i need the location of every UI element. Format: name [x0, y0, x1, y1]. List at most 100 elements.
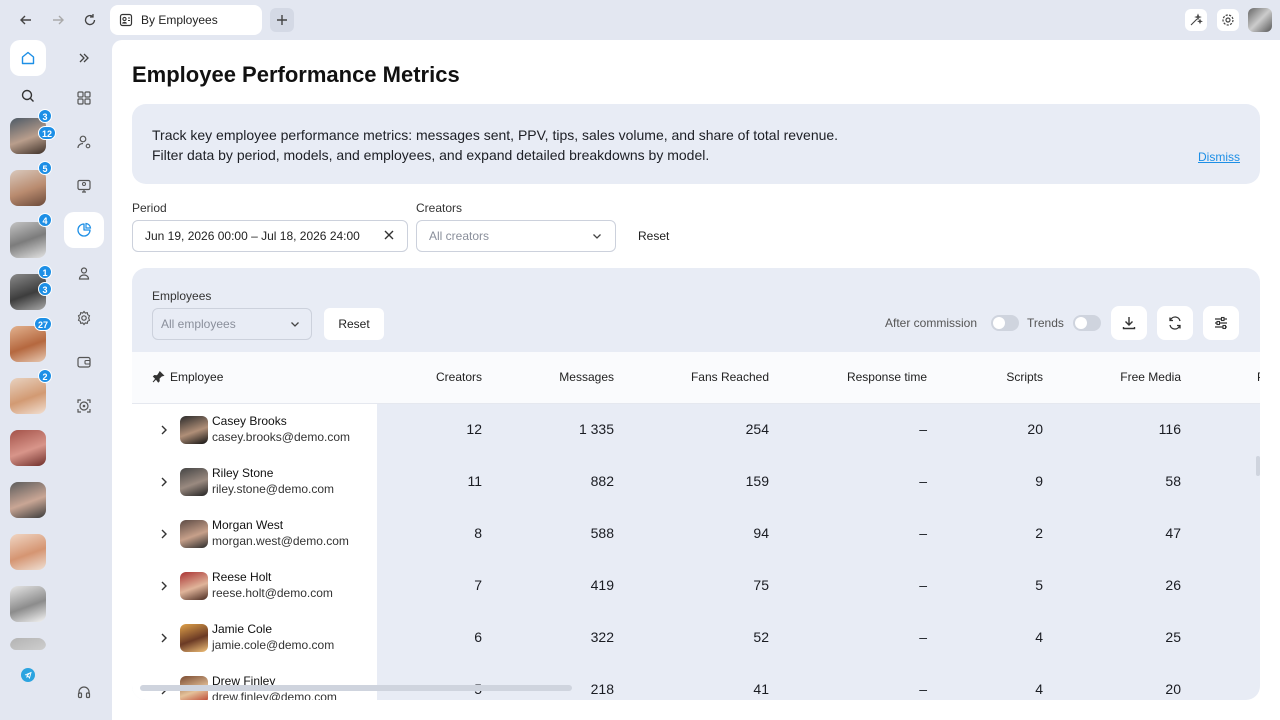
banner-line-1: Track key employee performance metrics: … [152, 127, 839, 143]
cell-scripts: 4 [1035, 681, 1043, 697]
vertical-scrollbar[interactable] [1256, 456, 1260, 476]
after-commission-toggle[interactable] [991, 315, 1019, 331]
employee-name: Morgan West [212, 518, 284, 532]
clear-icon[interactable] [383, 229, 395, 244]
pie-chart-icon[interactable] [64, 212, 104, 248]
creator-avatar-5[interactable]: 27 [10, 317, 53, 362]
cell-free-media: 47 [1165, 525, 1181, 541]
sparkle-icon[interactable] [1185, 9, 1207, 31]
headset-icon[interactable] [64, 674, 104, 710]
cell-response-time: – [919, 473, 927, 489]
team-icon[interactable] [64, 256, 104, 292]
creators-label: Creators [416, 201, 463, 215]
creator-avatar-11[interactable] [10, 638, 46, 650]
cell-messages: 419 [590, 577, 614, 593]
cell-messages: 1 335 [578, 421, 614, 437]
chevron-right-icon[interactable] [158, 579, 170, 591]
column-header-messages[interactable]: Messages [559, 370, 614, 384]
employee-email: morgan.west@demo.com [212, 534, 349, 548]
table-row[interactable]: Casey Brooks casey.brooks@demo.com 12 1 … [132, 404, 1260, 456]
cell-scripts: 20 [1027, 421, 1043, 437]
settings-gear-icon[interactable] [1217, 9, 1239, 31]
pin-icon[interactable] [152, 370, 165, 388]
chevron-right-icon[interactable] [158, 631, 170, 643]
wallet-icon[interactable] [64, 344, 104, 380]
table-row[interactable]: Morgan West morgan.west@demo.com 8 588 9… [132, 508, 1260, 560]
search-icon[interactable] [10, 78, 46, 114]
info-banner: Track key employee performance metrics: … [132, 104, 1260, 184]
column-header-creators[interactable]: Creators [435, 370, 482, 384]
unread-badge: 1 [38, 265, 52, 279]
column-header-employee[interactable]: Employee [170, 370, 224, 384]
chevron-right-icon[interactable] [158, 475, 170, 487]
browser-top-bar: By Employees [0, 0, 1280, 40]
trends-toggle[interactable] [1073, 315, 1101, 331]
creator-avatar-8[interactable] [10, 482, 46, 518]
cell-fans-reached: 254 [745, 421, 769, 437]
creator-avatar-6[interactable]: 2 [10, 369, 52, 414]
employees-select[interactable]: All employees [152, 308, 312, 340]
creators-select[interactable]: All creators [416, 220, 616, 252]
grid-icon[interactable] [64, 80, 104, 116]
cell-messages: 322 [590, 629, 614, 645]
column-header-response-time[interactable]: Response time [846, 370, 927, 384]
pinned-employee-column [132, 404, 377, 700]
chevron-right-icon[interactable] [158, 527, 170, 539]
unread-badge: 3 [38, 282, 52, 296]
gear-icon[interactable] [64, 300, 104, 336]
cell-response-time: – [919, 681, 927, 697]
filters-reset-button[interactable]: Reset [638, 229, 670, 243]
chevron-down-icon [289, 318, 301, 333]
unread-badge: 5 [38, 161, 52, 175]
column-header-free-media[interactable]: Free Media [1120, 370, 1181, 384]
employee-name: Jamie Cole [212, 622, 273, 636]
new-tab-button[interactable] [270, 8, 294, 32]
creator-avatar-4[interactable]: 1 3 [10, 265, 52, 310]
user-settings-icon[interactable] [64, 124, 104, 160]
employee-avatar [180, 416, 208, 444]
user-avatar[interactable] [1248, 8, 1272, 32]
employees-reset-button[interactable]: Reset [324, 308, 384, 340]
employee-avatar [180, 572, 208, 600]
creator-avatar-10[interactable] [10, 586, 46, 622]
cell-creators: 12 [466, 421, 482, 437]
dismiss-link[interactable]: Dismiss [1198, 150, 1240, 164]
column-header-scripts[interactable]: Scripts [1006, 370, 1043, 384]
cell-free-media: 58 [1165, 473, 1181, 489]
monitor-icon[interactable] [64, 168, 104, 204]
forward-arrow-icon[interactable] [48, 10, 68, 30]
back-arrow-icon[interactable] [16, 10, 36, 30]
home-icon[interactable] [10, 40, 46, 76]
table-row[interactable]: Reese Holt reese.holt@demo.com 7 419 75 … [132, 560, 1260, 612]
telegram-icon[interactable] [21, 668, 35, 682]
creator-avatar-2[interactable]: 5 [10, 161, 52, 206]
table-body: Casey Brooks casey.brooks@demo.com 12 1 … [132, 404, 1260, 700]
creator-rail: 3 12 5 4 1 3 27 2 [0, 40, 57, 720]
horizontal-scrollbar[interactable] [140, 685, 572, 691]
creator-avatar-7[interactable] [10, 430, 46, 466]
table-row[interactable]: Jamie Cole jamie.cole@demo.com 6 322 52 … [132, 612, 1260, 664]
table-row[interactable]: Drew Finley drew.finley@demo.com 5 218 4… [132, 664, 1260, 700]
cell-fans-reached: 52 [753, 629, 769, 645]
column-header-fans-reached[interactable]: Fans Reached [690, 370, 769, 384]
creator-avatar-9[interactable] [10, 534, 46, 570]
chevron-down-icon [591, 230, 603, 245]
reload-icon[interactable] [80, 10, 100, 30]
target-icon[interactable] [64, 388, 104, 424]
table-row[interactable]: Riley Stone riley.stone@demo.com 11 882 … [132, 456, 1260, 508]
creator-avatar-3[interactable]: 4 [10, 213, 52, 258]
trends-label: Trends [1027, 316, 1064, 330]
plus-icon [277, 15, 287, 25]
refresh-icon[interactable] [1157, 306, 1193, 340]
cell-messages: 218 [590, 681, 614, 697]
column-settings-sliders-icon[interactable] [1203, 306, 1239, 340]
report-icon [119, 13, 133, 27]
creator-avatar-1[interactable]: 3 12 [10, 109, 57, 154]
expand-chevrons-icon[interactable] [64, 40, 104, 76]
tab-by-employees[interactable]: By Employees [110, 5, 262, 35]
employee-avatar [180, 468, 208, 496]
chevron-right-icon[interactable] [158, 423, 170, 435]
download-icon[interactable] [1111, 306, 1147, 340]
cell-fans-reached: 94 [753, 525, 769, 541]
period-date-range-field[interactable]: Jun 19, 2026 00:00 – Jul 18, 2026 24:00 [132, 220, 408, 252]
